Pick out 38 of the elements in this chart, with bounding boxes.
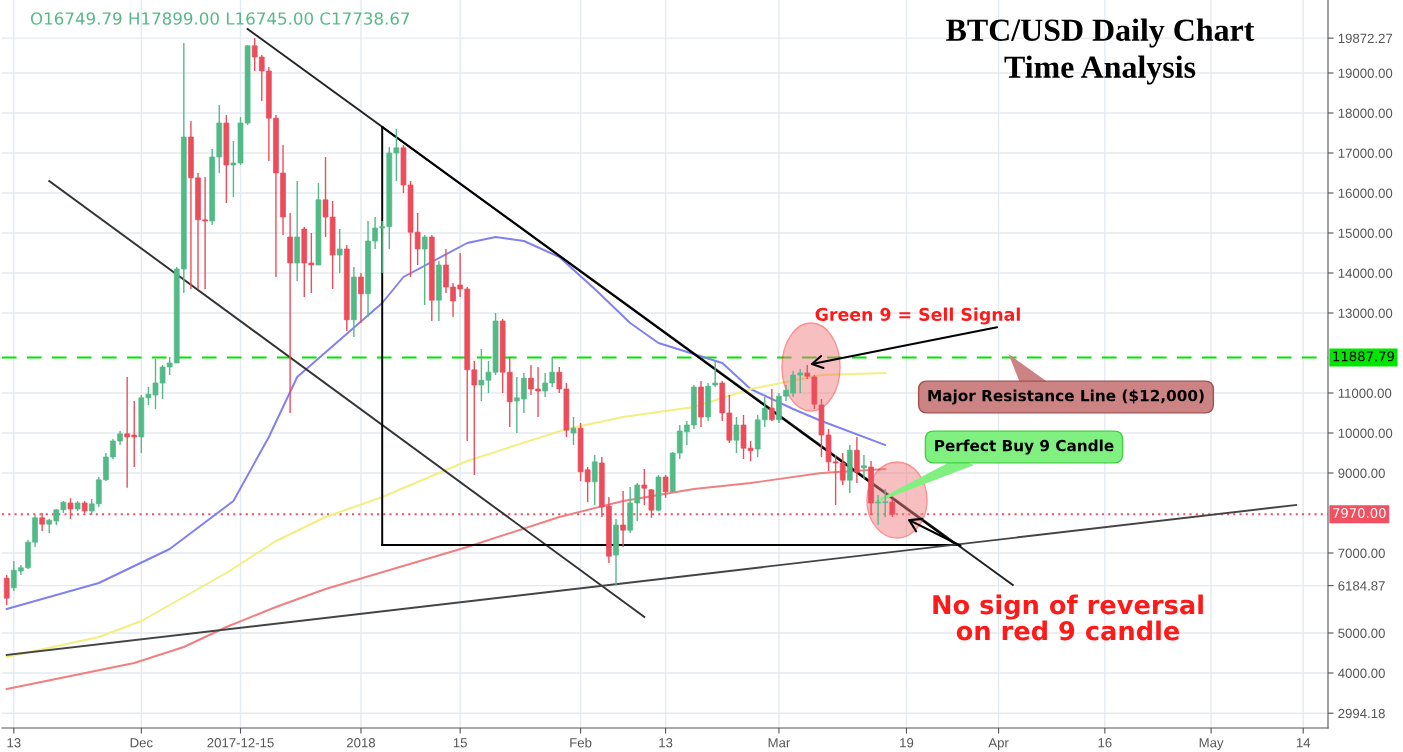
- y-tick-label: 4000.00: [1338, 668, 1385, 678]
- y-tick-label: 11000.00: [1338, 388, 1392, 398]
- x-tick-label: May: [1199, 738, 1224, 751]
- annotation: O16749.79 H17899.00 L16745.00 C17738.67: [30, 12, 410, 25]
- y-tick-label: 10000.00: [1338, 428, 1393, 438]
- x-tick-label: 16: [1098, 738, 1112, 748]
- y-tick-label: 16000.00: [1338, 188, 1393, 198]
- x-tick-label: Mar: [768, 738, 791, 748]
- x-tick-label: Dec: [130, 738, 153, 748]
- y-tick-label: 17000.00: [1338, 148, 1393, 158]
- annotation: Green 9 = Sell Signal: [815, 307, 1020, 325]
- x-tick-label: 13: [659, 738, 673, 748]
- y-tick-label: 14000.00: [1338, 268, 1393, 278]
- ref-line-label: 7970.00: [1333, 508, 1386, 519]
- y-tick-label: 19000.00: [1338, 68, 1393, 78]
- x-tick-label: 2017-12-15: [207, 738, 274, 748]
- text: BTC/USD Daily Chart: [946, 18, 1255, 48]
- x-tick-label: 19: [900, 738, 914, 748]
- x-tick-label: 13: [7, 738, 21, 748]
- y-tick-label: 5000.00: [1338, 628, 1385, 638]
- y-tick-label: 19872.27: [1338, 33, 1393, 44]
- text: Time Analysis: [1004, 55, 1196, 85]
- x-tick-label: Apr: [988, 738, 1009, 751]
- y-tick-label: 7000.00: [1338, 548, 1385, 558]
- y-tick-label: 15000.00: [1338, 228, 1393, 238]
- y-tick-label: 13000.00: [1338, 308, 1393, 318]
- annotation: Perfect Buy 9 Candle: [935, 439, 1114, 455]
- x-tick-label: 15: [453, 738, 467, 748]
- x-tick-label: 2018: [346, 738, 376, 748]
- x-tick-label: 14: [1296, 738, 1311, 748]
- y-tick-label: 18000.00: [1338, 108, 1393, 118]
- y-tick-label: 6184.87: [1338, 581, 1385, 591]
- annotation: Major Resistance Line ($12,000): [928, 389, 1204, 405]
- annotation: No sign of reversal on red 9 candle: [933, 594, 1203, 641]
- y-tick-label: 2994.18: [1338, 708, 1385, 719]
- y-tick-label: 9000.00: [1338, 468, 1385, 478]
- ref-line-label: 11887.79: [1333, 351, 1395, 362]
- x-tick-label: Feb: [570, 737, 592, 748]
